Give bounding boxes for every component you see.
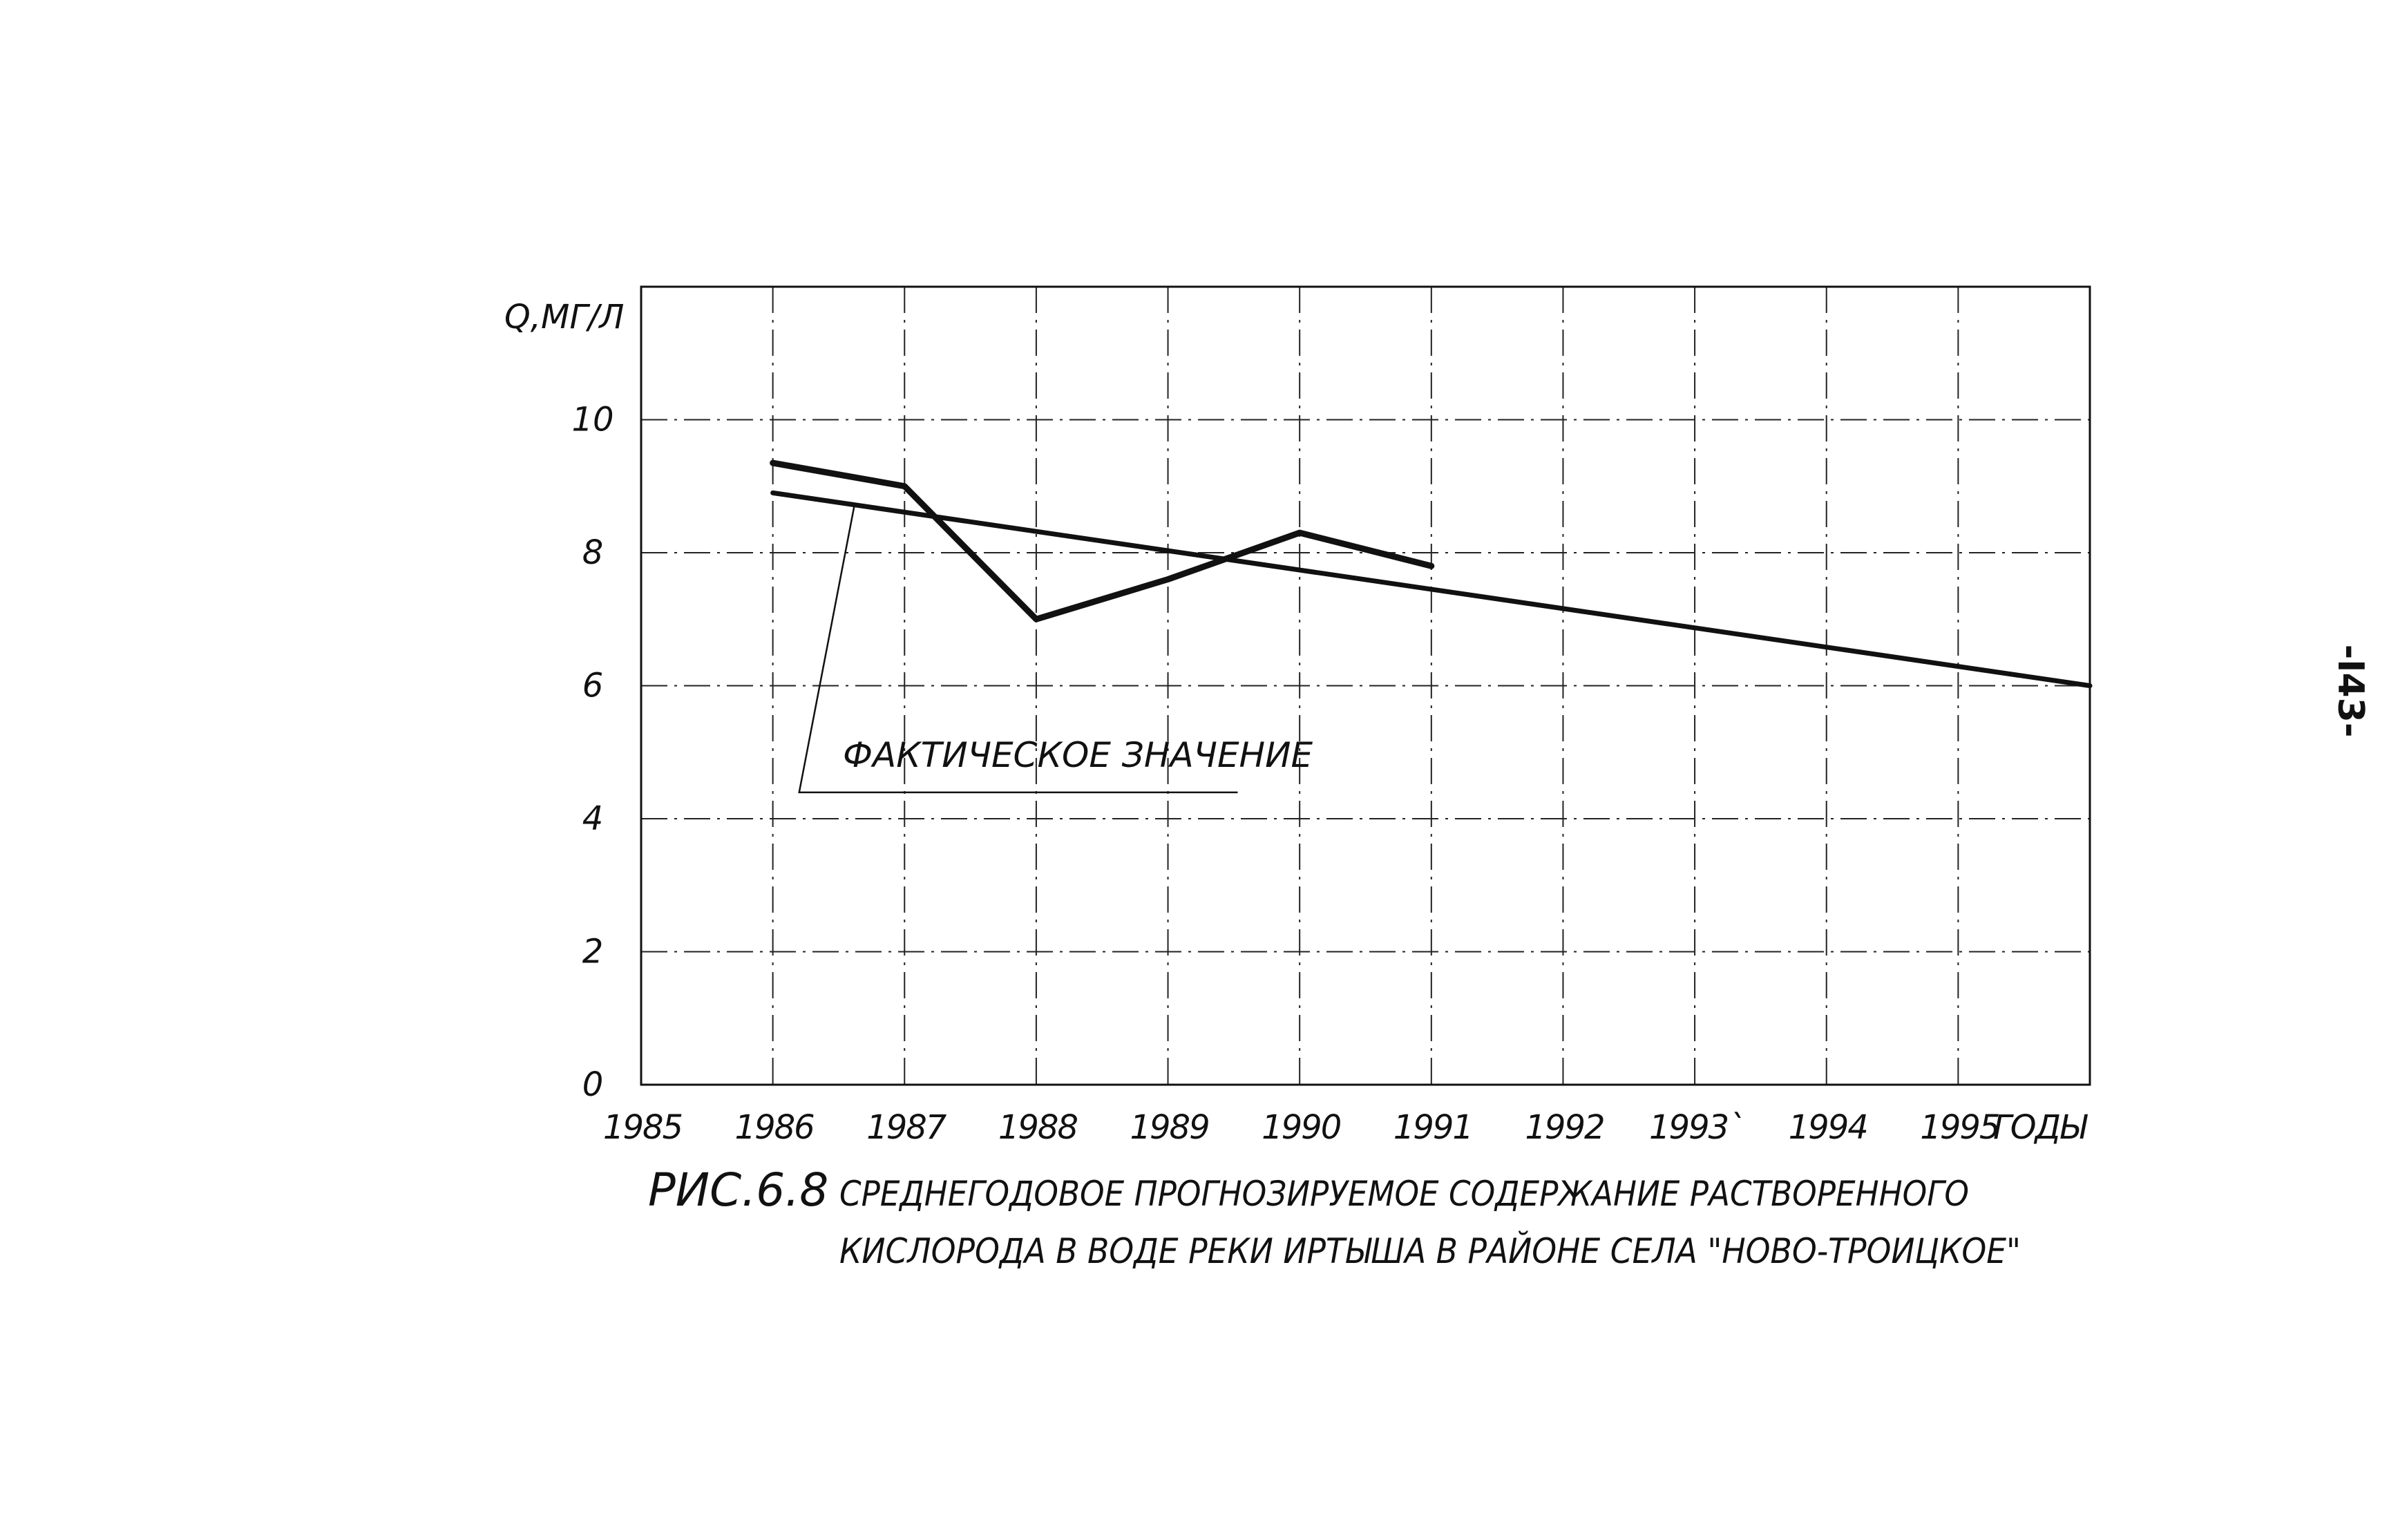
y-tick-label: 2 xyxy=(582,933,604,971)
x-tick-label: 1992 xyxy=(1525,1108,1604,1147)
annotation-leader-line xyxy=(798,504,1238,794)
x-tick-label: 1987 xyxy=(866,1108,947,1147)
annotation-layer: ФАКТИЧЕСКОЕ ЗНАЧЕНИЕ xyxy=(798,504,1313,794)
series-line-actual xyxy=(770,459,1435,622)
series-line-trend xyxy=(770,490,2093,688)
data-point xyxy=(772,491,774,494)
x-tick-label: 1995 xyxy=(1920,1108,1999,1147)
x-tick-label: 1986 xyxy=(735,1108,815,1147)
figure-label: РИС.6.8 xyxy=(648,1163,828,1217)
y-tick-label: 4 xyxy=(582,799,604,838)
grid xyxy=(641,287,2090,1085)
x-tick-label: 1994 xyxy=(1789,1108,1867,1147)
y-tick-label: 8 xyxy=(582,533,604,572)
x-tick-label: 1990 xyxy=(1262,1108,1341,1147)
annotation-actual-value: ФАКТИЧЕСКОЕ ЗНАЧЕНИЕ xyxy=(843,735,1313,775)
y-axis-label: Q,МГ/Л xyxy=(504,298,624,336)
x-tick-label: 1991 xyxy=(1393,1108,1472,1147)
data-point xyxy=(2088,685,2091,687)
ticks-layer: 0 2 4 6 8 10 1985 1986 1987 1988 1989 1990 1991 1992 1… xyxy=(571,401,2000,1148)
x-tick-label: 1993` xyxy=(1649,1108,1743,1147)
data-point xyxy=(772,462,774,464)
y-tick-label: 10 xyxy=(571,401,613,439)
data-point xyxy=(903,485,906,488)
series-layer xyxy=(770,459,2093,688)
y-tick-label: 6 xyxy=(582,667,604,705)
data-point xyxy=(1035,618,1038,620)
data-point xyxy=(1298,531,1301,534)
x-tick-label: 1985 xyxy=(603,1108,682,1147)
y-tick-label: 0 xyxy=(582,1065,604,1104)
data-point xyxy=(1167,578,1170,580)
caption-line-1: СРЕДНЕГОДОВОЕ ПРОГНОЗИРУЕМОЕ СОДЕРЖАНИЕ … xyxy=(839,1174,1969,1214)
x-axis-label: ГОДЫ xyxy=(1993,1108,2088,1147)
x-tick-label: 1989 xyxy=(1130,1108,1208,1147)
caption-line-2: КИСЛОРОДА В ВОДЕ РЕКИ ИРТЫША В РАЙОНЕ СЕ… xyxy=(839,1230,2021,1271)
page-number: -I43- xyxy=(2330,645,2371,738)
data-point xyxy=(1430,564,1433,567)
x-tick-label: 1988 xyxy=(998,1108,1078,1147)
